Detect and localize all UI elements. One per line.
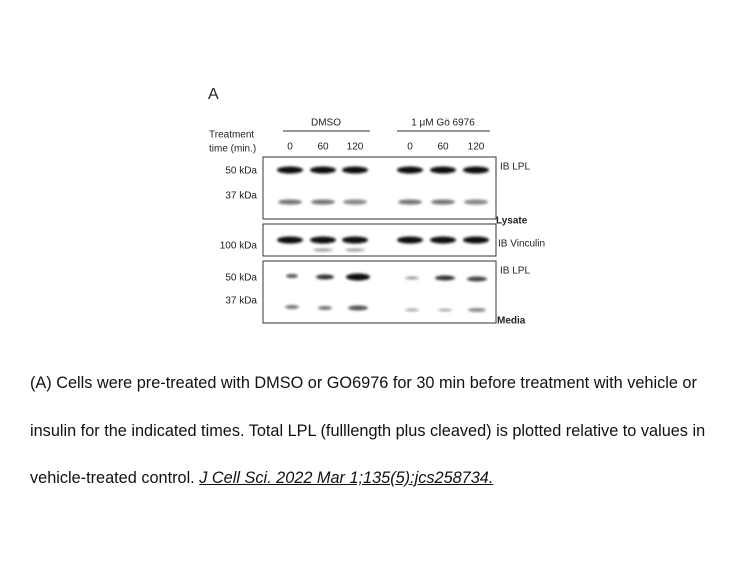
lane-label: 0 <box>407 142 413 153</box>
lane-label: 60 <box>317 142 329 153</box>
marker-label: 50 kDa <box>225 166 257 177</box>
antibody-label: IB LPL <box>500 266 530 277</box>
group-label: DMSO <box>311 118 341 129</box>
blot-frame <box>262 260 497 324</box>
western-blot-figure: A Treatment time (min.) DMSO 1 μM Gö 697… <box>208 86 545 327</box>
marker-label: 100 kDa <box>220 241 258 252</box>
blot-frame <box>262 156 497 220</box>
lane-label: 60 <box>437 142 449 153</box>
treatment-label: Treatment <box>209 130 254 141</box>
treatment-label: time (min.) <box>209 144 256 155</box>
marker-label: 37 kDa <box>225 191 257 202</box>
fraction-label: Lysate <box>496 216 528 227</box>
marker-label: 37 kDa <box>225 296 257 307</box>
caption: (A) Cells were pre-treated with DMSO or … <box>30 360 734 503</box>
antibody-label: IB LPL <box>500 162 530 173</box>
marker-label: 50 kDa <box>225 273 257 284</box>
fraction-label: Media <box>497 316 526 327</box>
citation-link[interactable]: J Cell Sci. 2022 Mar 1;135(5):jcs258734. <box>199 469 494 487</box>
lane-label: 120 <box>468 142 485 153</box>
bands <box>277 236 489 252</box>
lane-label: 0 <box>287 142 293 153</box>
antibody-label: IB Vinculin <box>498 239 545 250</box>
caption-text: (A) Cells were pre-treated with DMSO or … <box>30 374 706 487</box>
panel-label: A <box>208 86 219 103</box>
lane-label: 120 <box>347 142 364 153</box>
bands <box>285 273 487 312</box>
bands <box>277 166 489 205</box>
group-label: 1 μM Gö 6976 <box>411 118 475 129</box>
